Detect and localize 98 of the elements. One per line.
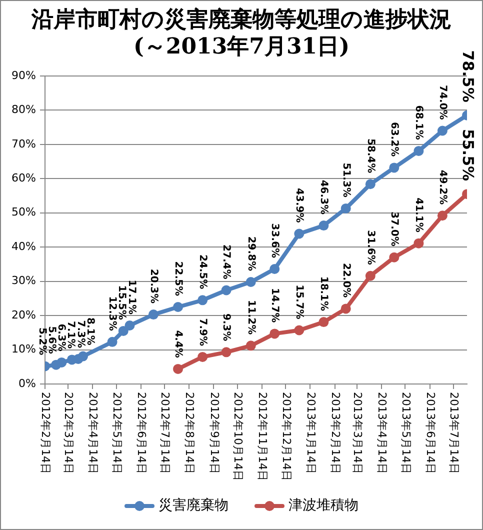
y-tick-label: 50%: [12, 206, 36, 219]
data-label: 68.1%: [413, 105, 424, 140]
data-label: 7.3%: [74, 320, 86, 348]
x-tick-label: 2012年7月14日: [158, 392, 172, 474]
data-label: 15.5%: [116, 285, 128, 320]
data-label: 7.9%: [196, 318, 208, 346]
point: [365, 270, 376, 281]
y-tick-label: 20%: [12, 308, 36, 322]
y-tick-label: 60%: [12, 172, 36, 185]
data-label: 31.6%: [364, 230, 376, 265]
point: [294, 228, 304, 239]
data-label: 14.7%: [269, 288, 280, 323]
x-tick-label: 2013年7月14日: [448, 392, 461, 474]
point: [246, 277, 256, 288]
x-tick-label: 2012年6月14日: [134, 392, 148, 474]
y-tick-label: 90%: [12, 68, 36, 82]
point: [221, 347, 232, 358]
data-label: 22.0%: [340, 263, 352, 298]
data-label: 41.1%: [413, 198, 424, 232]
x-tick-label: 2012年8月14日: [183, 392, 196, 474]
data-label: 4.4%: [172, 330, 184, 358]
data-label: 7.1%: [65, 320, 76, 349]
x-tick-label: 2012年10月14日: [232, 392, 245, 481]
chart-subtitle: (～2013年7月31日): [134, 34, 350, 60]
data-label: 33.6%: [269, 223, 280, 258]
data-label: 9.3%: [220, 313, 232, 342]
data-label: 55.5%: [459, 129, 478, 182]
x-tick-label: 2013年5月14日: [399, 392, 412, 474]
data-label: 20.3%: [148, 268, 159, 304]
data-label: 11.2%: [245, 300, 256, 335]
data-label: 37.0%: [388, 212, 400, 246]
point: [414, 238, 424, 248]
point: [221, 285, 232, 296]
point: [148, 310, 158, 320]
y-tick-label: 40%: [12, 240, 36, 253]
data-label: 6.3%: [56, 324, 67, 352]
point: [437, 126, 448, 136]
x-tick-label: 2012年9月14日: [208, 392, 221, 474]
data-label: 5.2%: [36, 327, 48, 356]
point: [198, 295, 208, 306]
data-label: 22.5%: [172, 261, 184, 296]
point: [270, 264, 280, 274]
x-tick-label: 2012年11月14日: [256, 392, 270, 481]
point: [173, 302, 184, 312]
point: [340, 304, 351, 314]
x-tick-label: 2012年4月14日: [86, 392, 100, 474]
x-tick-label: 2013年6月14日: [424, 392, 437, 474]
data-label: 43.9%: [294, 188, 305, 223]
data-label: 27.4%: [220, 244, 232, 280]
y-tick-label: 10%: [12, 342, 36, 356]
point: [294, 325, 304, 336]
x-tick-label: 2012年12月14日: [280, 392, 293, 481]
point: [198, 352, 208, 362]
legend-label: 災害廃棄物: [158, 498, 228, 514]
data-label: 51.3%: [340, 162, 352, 198]
y-tick-label: 80%: [12, 103, 36, 116]
point: [318, 317, 329, 328]
point: [389, 162, 400, 173]
point: [107, 336, 118, 347]
y-tick-label: 30%: [12, 274, 36, 288]
point: [414, 146, 424, 156]
data-label: 24.5%: [196, 254, 208, 290]
point: [340, 203, 351, 214]
data-label: 58.4%: [364, 138, 376, 174]
point: [124, 320, 135, 330]
data-label: 63.2%: [388, 122, 400, 157]
point: [246, 340, 256, 351]
y-tick-label: 70%: [12, 137, 36, 150]
y-tick-label: 0%: [18, 376, 36, 390]
legend-label: 津波堆積物: [288, 498, 358, 514]
point: [437, 210, 448, 221]
chart-title: 沿岸市町村の災害廃棄物等処理の進捗状況: [30, 6, 452, 33]
x-tick-label: 2013年3月14日: [351, 392, 364, 474]
data-label: 78.5%: [459, 50, 478, 102]
point: [270, 328, 280, 339]
x-tick-label: 2013年1月14日: [304, 392, 318, 474]
x-tick-label: 2013年4月14日: [376, 392, 389, 474]
x-tick-label: 2012年5月14日: [110, 392, 124, 474]
data-label: 17.1%: [126, 280, 137, 314]
x-tick-label: 2012年2月14日: [39, 392, 52, 474]
data-label: 29.8%: [245, 236, 256, 272]
data-label: 18.1%: [318, 276, 330, 312]
data-label: 5.6%: [46, 326, 57, 354]
data-label: 15.7%: [294, 284, 305, 320]
x-tick-label: 2012年3月14日: [62, 392, 76, 474]
data-label: 12.3%: [106, 296, 118, 331]
point: [118, 326, 128, 336]
data-label: 74.0%: [436, 85, 448, 120]
point: [365, 179, 376, 190]
point: [78, 351, 88, 362]
data-label: 46.3%: [318, 180, 330, 215]
data-label: 49.2%: [436, 170, 448, 205]
x-tick-label: 2013年2月14日: [328, 392, 342, 474]
data-label: 8.1%: [84, 318, 96, 346]
point: [56, 357, 67, 368]
point: [389, 252, 400, 262]
point: [173, 364, 184, 374]
point: [318, 220, 329, 231]
